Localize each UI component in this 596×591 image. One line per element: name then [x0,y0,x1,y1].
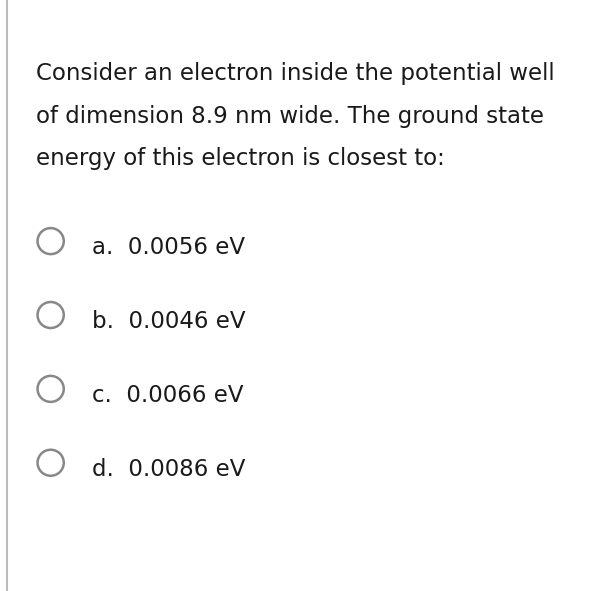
Text: c.  0.0066 eV: c. 0.0066 eV [92,384,244,407]
Circle shape [38,450,64,476]
Text: Consider an electron inside the potential well: Consider an electron inside the potentia… [36,62,554,85]
Text: b.  0.0046 eV: b. 0.0046 eV [92,310,246,333]
Text: energy of this electron is closest to:: energy of this electron is closest to: [36,147,445,170]
Circle shape [38,228,64,254]
Text: d.  0.0086 eV: d. 0.0086 eV [92,458,246,481]
Circle shape [38,302,64,328]
Text: of dimension 8.9 nm wide. The ground state: of dimension 8.9 nm wide. The ground sta… [36,105,544,128]
Text: a.  0.0056 eV: a. 0.0056 eV [92,236,246,259]
Circle shape [38,376,64,402]
